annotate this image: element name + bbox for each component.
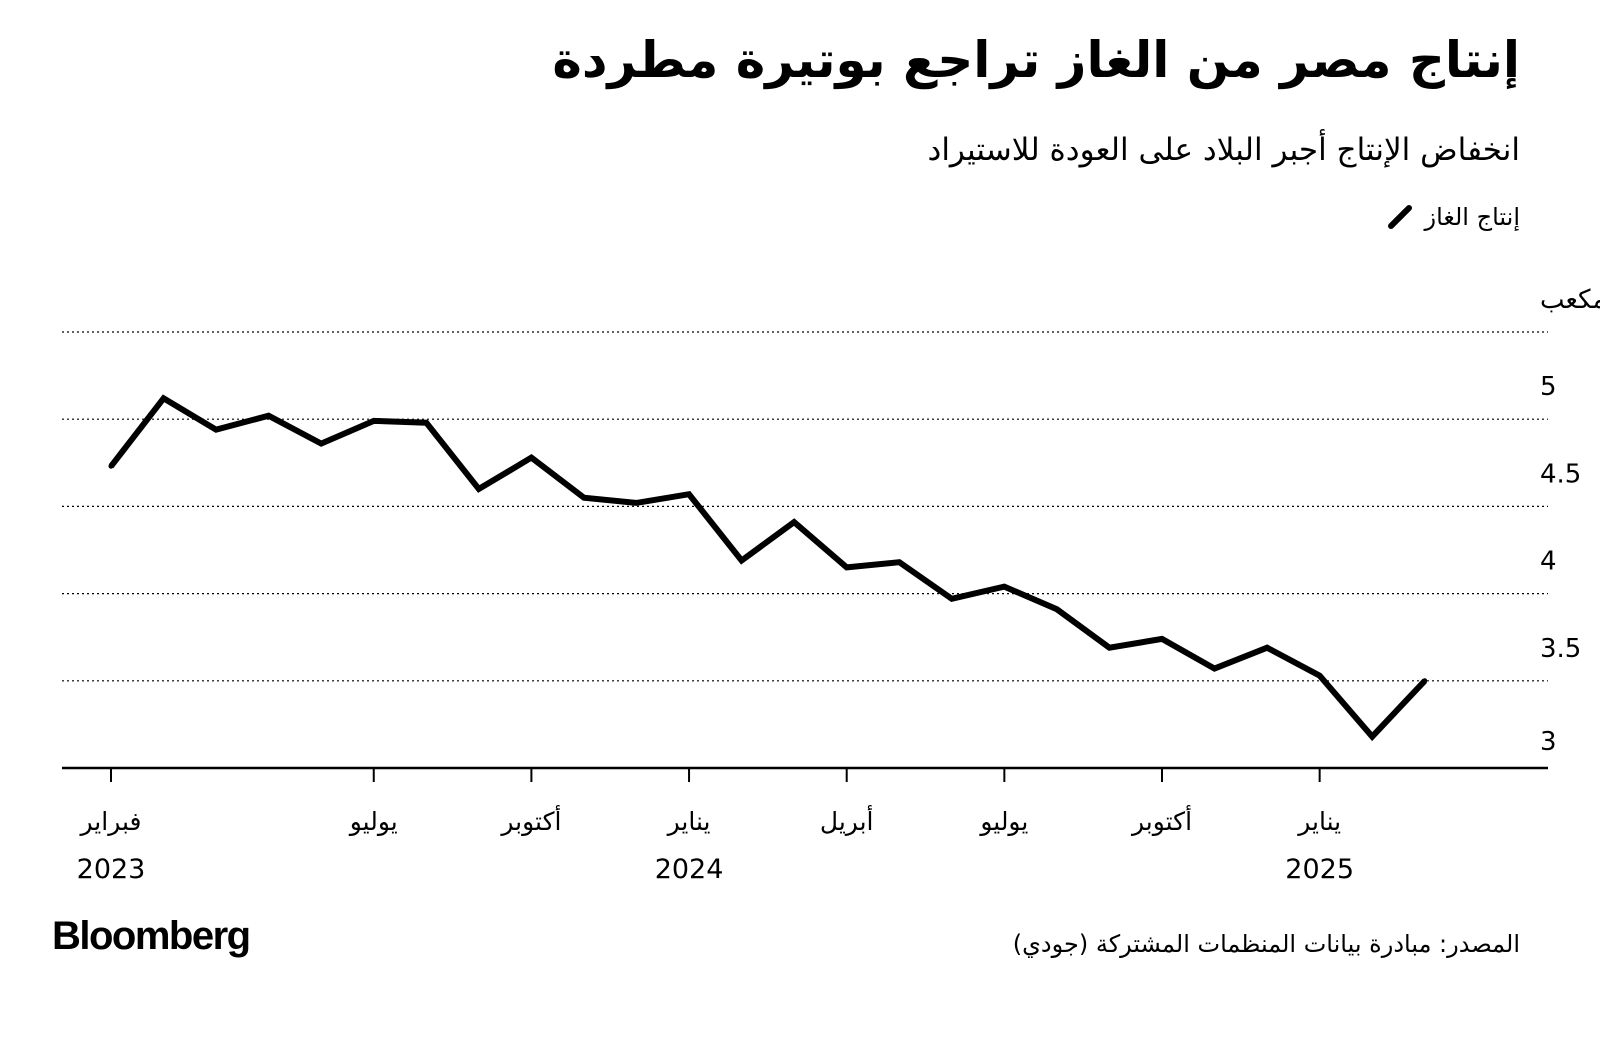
data-point [1106, 645, 1112, 651]
chart-title: إنتاج مصر من الغاز تراجع بوتيرة مطردة [552, 31, 1520, 89]
data-point [1001, 584, 1007, 590]
data-point [423, 420, 429, 426]
x-tick-label: أكتوبر [499, 804, 561, 836]
x-tick-label: فبراير [79, 807, 142, 836]
data-point [844, 564, 850, 570]
data-point [581, 495, 587, 501]
x-tick-year-label: 2024 [655, 854, 724, 885]
grid-lines [62, 331, 1548, 770]
data-point [1369, 734, 1375, 740]
x-axis: فبراير 2023 يوليو أكتوبر يناير 2024 أبريل يوليو… [77, 768, 1354, 885]
data-point [266, 413, 272, 419]
data-point [791, 519, 797, 525]
legend-swatch-icon [1387, 205, 1412, 229]
data-point [213, 427, 219, 433]
x-tick-year-label: 2025 [1285, 854, 1354, 885]
y-tick-label: 4 [1540, 547, 1557, 577]
y-axis-labels: 3 3.5 4 4.5 5 5.5 مليار متر مكعب [1540, 285, 1600, 757]
series-layer [108, 394, 1428, 742]
y-tick-label: 5 [1540, 372, 1557, 402]
y-tick-label: 4.5 [1540, 459, 1581, 489]
data-point [1054, 606, 1060, 612]
data-point [108, 463, 114, 469]
x-tick-label: يوليو [348, 807, 398, 836]
data-point [1422, 678, 1428, 684]
data-point [1159, 636, 1165, 642]
data-point [371, 418, 377, 424]
data-point [161, 395, 167, 401]
data-point [318, 441, 324, 447]
y-tick-label: 5.5 مليار متر مكعب [1540, 285, 1600, 315]
x-tick-label: يناير [1296, 807, 1341, 836]
chart-subtitle: انخفاض الإنتاج أجبر البلاد على العودة لل… [927, 132, 1520, 168]
x-tick-label: أكتوبر [1130, 804, 1192, 836]
data-point [1317, 673, 1323, 679]
source-note: المصدر: مبادرة بيانات المنظمات المشتركة … [1012, 930, 1520, 958]
data-point [528, 455, 534, 461]
data-point [739, 557, 745, 563]
data-point [634, 500, 639, 506]
data-point [896, 559, 902, 565]
x-tick-label: يناير [666, 807, 711, 836]
line-chart: 3 3.5 4 4.5 5 5.5 مليار متر مكعب فبراير 2023 يو… [62, 285, 1600, 885]
legend-label: إنتاج الغاز [1424, 203, 1520, 231]
data-point [1212, 666, 1218, 672]
x-tick-label: أبريل [820, 804, 874, 836]
y-tick-label: 3.5 [1540, 634, 1581, 664]
series-line [108, 394, 1427, 742]
data-point [476, 486, 482, 492]
bloomberg-logo: Bloomberg [52, 914, 251, 958]
y-tick-label: 3 [1540, 727, 1557, 757]
data-point [1264, 645, 1270, 651]
data-point [686, 491, 692, 497]
legend: إنتاج الغاز [1387, 203, 1520, 231]
x-tick-year-label: 2023 [77, 854, 146, 885]
x-tick-label: يوليو [978, 807, 1028, 836]
data-point [949, 596, 955, 602]
